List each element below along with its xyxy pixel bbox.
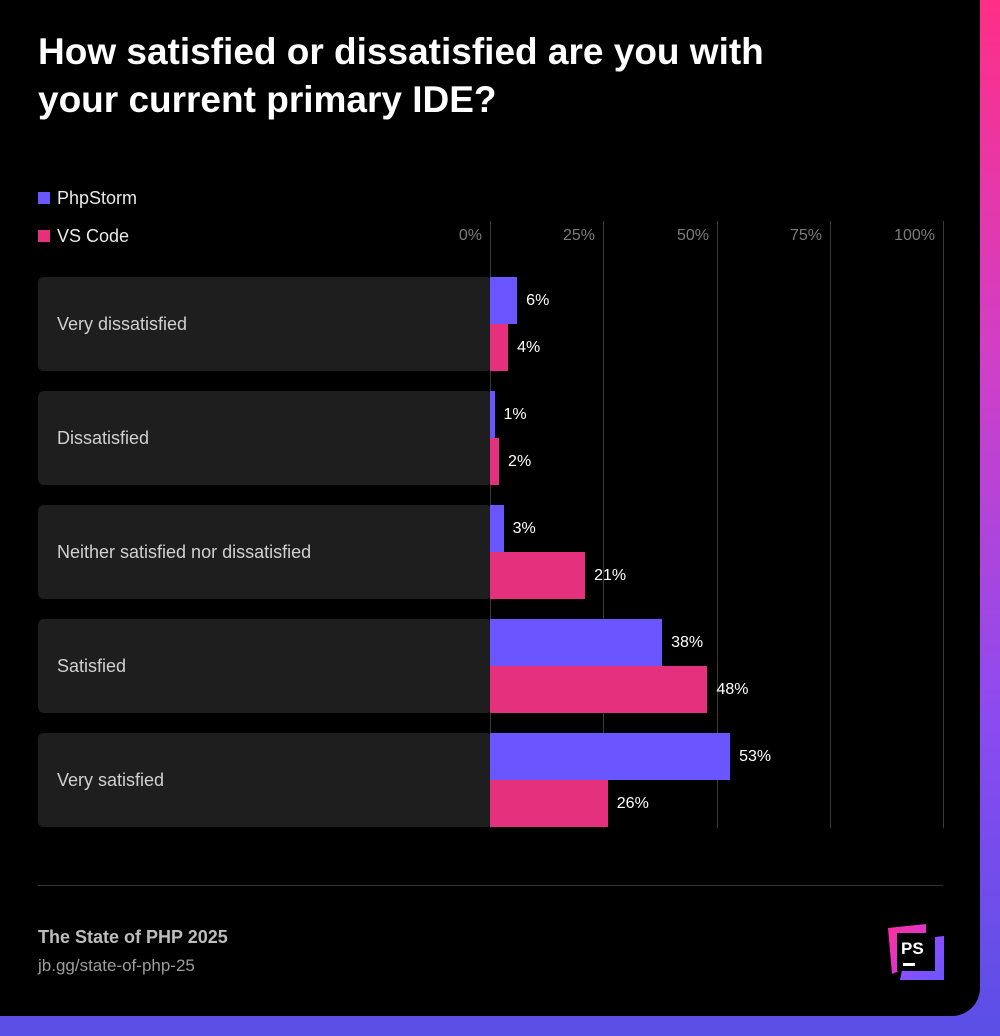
data-label-vs-code-dissatisfied: 2% — [508, 452, 532, 470]
category-row-satisfied — [38, 619, 492, 713]
bar-phpstorm-neither-satisfied-nor-dissatisfied — [490, 505, 504, 552]
category-label-very-satisfied: Very satisfied — [57, 770, 165, 790]
footer-url: jb.gg/state-of-php-25 — [38, 956, 195, 975]
bar-phpstorm-very-satisfied — [490, 733, 731, 780]
x-tick-label: 25% — [562, 227, 595, 244]
gridline-2 — [717, 221, 718, 828]
data-label-vs-code-very-satisfied: 26% — [616, 794, 649, 812]
data-label-phpstorm-neither-satisfied-nor-dissatisfied: 3% — [512, 519, 536, 537]
x-tick-label: 75% — [789, 227, 822, 244]
legend-swatch-phpstorm — [38, 192, 50, 204]
legend-item-phpstorm: PhpStorm — [38, 186, 137, 210]
bar-vs-code-very-satisfied — [490, 780, 608, 827]
bar-phpstorm-satisfied — [490, 619, 663, 666]
bar-phpstorm-very-dissatisfied — [490, 277, 518, 324]
x-tick-label: 100% — [894, 227, 935, 244]
gridline-1 — [603, 221, 604, 828]
legend-swatch-vscode — [38, 230, 50, 242]
chart-card: How satisfied or dissatisfied are you wi… — [0, 0, 980, 1016]
category-label-very-dissatisfied: Very dissatisfied — [57, 314, 188, 334]
data-label-vs-code-neither-satisfied-nor-dissatisfied: 21% — [594, 566, 627, 584]
data-label-vs-code-very-dissatisfied: 4% — [517, 338, 541, 356]
legend-label-vscode: VS Code — [57, 226, 130, 246]
bar-vs-code-dissatisfied — [490, 438, 500, 485]
data-label-phpstorm-dissatisfied: 1% — [503, 405, 527, 423]
gridline-3 — [830, 221, 831, 828]
category-label-dissatisfied: Dissatisfied — [57, 428, 150, 448]
bar-phpstorm-dissatisfied — [490, 391, 495, 438]
x-tick-label: 0% — [458, 227, 482, 244]
bar-vs-code-satisfied — [490, 666, 708, 713]
category-row-neither-satisfied-nor-dissatisfied — [38, 505, 492, 599]
bar-vs-code-neither-satisfied-nor-dissatisfied — [490, 552, 586, 599]
gridline-4 — [943, 221, 944, 828]
data-label-phpstorm-very-satisfied: 53% — [739, 747, 772, 765]
data-label-phpstorm-very-dissatisfied: 6% — [526, 291, 550, 309]
footer-title: The State of PHP 2025 — [38, 927, 228, 947]
data-label-vs-code-satisfied: 48% — [716, 680, 749, 698]
footer-divider — [38, 885, 943, 886]
category-label-neither-satisfied-nor-dissatisfied: Neither satisfied nor dissatisfied — [57, 542, 312, 562]
category-row-very-dissatisfied — [38, 277, 492, 371]
phpstorm-logo-icon: PS — [888, 924, 944, 980]
chart-title: How satisfied or dissatisfied are you wi… — [38, 31, 764, 120]
data-label-phpstorm-satisfied: 38% — [671, 633, 704, 651]
logo-text: PS — [901, 939, 924, 958]
category-row-very-satisfied — [38, 733, 492, 827]
category-label-satisfied: Satisfied — [57, 656, 127, 676]
legend-item-vscode: VS Code — [38, 224, 129, 248]
x-tick-label: 50% — [676, 227, 709, 244]
category-row-dissatisfied — [38, 391, 492, 485]
legend-label-phpstorm: PhpStorm — [57, 188, 138, 208]
bar-vs-code-very-dissatisfied — [490, 324, 509, 371]
